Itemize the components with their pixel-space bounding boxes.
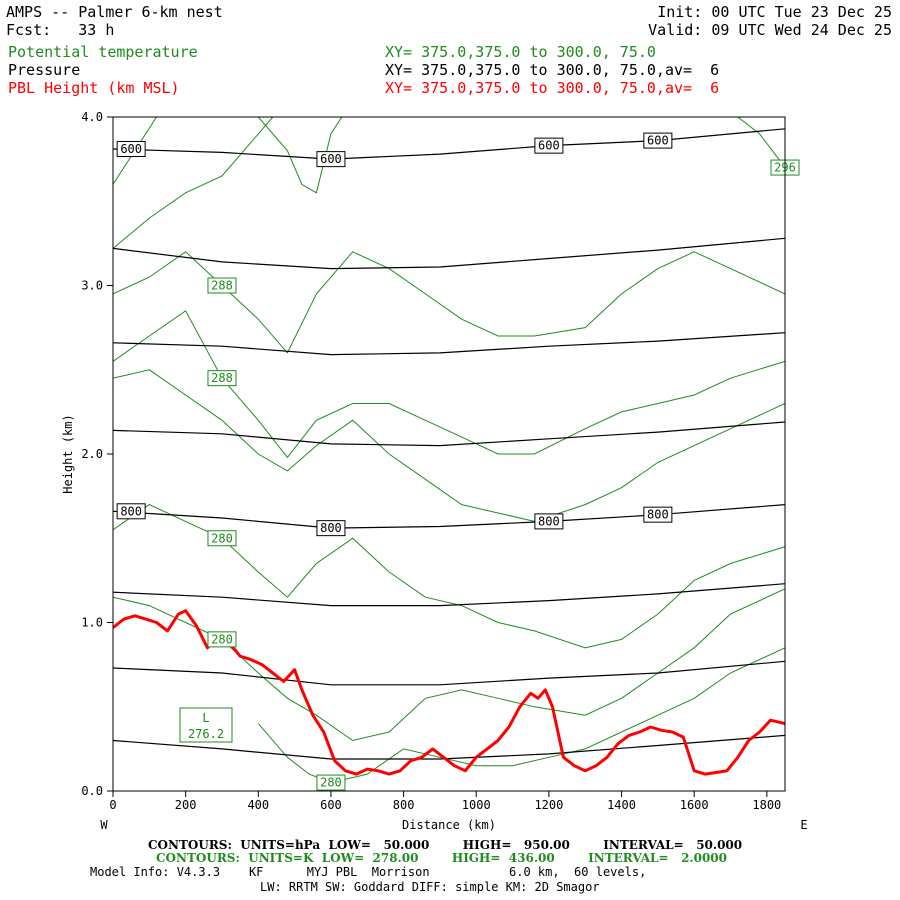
plot-frame xyxy=(112,116,786,792)
x-tick-label: 1400 xyxy=(607,798,636,812)
x-tick-label: 600 xyxy=(320,798,342,812)
footer-contours-pressure: CONTOURS: UNITS=hPa LOW= 50.000 HIGH= 95… xyxy=(148,838,743,852)
x-tick-label: 800 xyxy=(393,798,415,812)
field-xy-pressure: XY= 375.0,375.0 to 300.0, 75.0,av= 6 xyxy=(385,61,720,79)
low-marker-letter: L xyxy=(202,711,209,725)
east-label: E xyxy=(800,818,807,832)
footer-physics-info: LW: RRTM SW: Goddard DIFF: simple KM: 2D… xyxy=(260,880,600,894)
axes: 0 200 400 600 800 1000 1200 1400 1600 1800 0.0 1.0 2… xyxy=(81,110,781,812)
theta-contour xyxy=(113,369,785,522)
x-tick-label: 1600 xyxy=(680,798,709,812)
field-xy-theta: XY= 375.0,375.0 to 300.0, 75.0 xyxy=(385,43,656,61)
theta-contour xyxy=(113,117,274,249)
footer-model-info: Model Info: V4.3.3 KF MYJ PBL Morrison 6… xyxy=(90,865,647,879)
low-marker: L 276.2 xyxy=(179,707,233,743)
pressure-contour xyxy=(113,421,785,447)
init-time: Init: 00 UTC Tue 23 Dec 25 xyxy=(657,3,892,21)
pressure-contour xyxy=(113,504,785,529)
pressure-contour-label: 800 xyxy=(320,521,342,535)
x-tick-label: 1800 xyxy=(752,798,781,812)
field-label-pressure: Pressure xyxy=(8,61,81,79)
theta-contour-label: 280 xyxy=(211,632,233,646)
pressure-contour xyxy=(113,583,785,607)
x-tick-label: 400 xyxy=(247,798,269,812)
y-tick-label: 4.0 xyxy=(81,110,103,124)
pressure-contour-label-box xyxy=(116,503,146,520)
theta-contour-label-box xyxy=(207,631,237,648)
y-tick-label: 0.0 xyxy=(81,784,103,798)
theta-contour-label-box xyxy=(207,370,237,387)
x-tick-label: 1000 xyxy=(462,798,491,812)
low-marker-value: 276.2 xyxy=(188,727,224,741)
pressure-contour-label-box xyxy=(316,520,346,537)
pressure-contour-label-box xyxy=(116,141,146,158)
theta-contour-label: 280 xyxy=(320,776,342,790)
pressure-contour xyxy=(113,660,785,686)
y-tick-label: 2.0 xyxy=(81,447,103,461)
pressure-contour xyxy=(113,128,785,160)
pressure-contour-label-box xyxy=(534,137,564,154)
valid-time: Valid: 09 UTC Wed 24 Dec 25 xyxy=(648,21,892,39)
pressure-contour-label: 600 xyxy=(320,152,342,166)
theta-contour-label: 288 xyxy=(211,371,233,385)
pressure-contour xyxy=(113,237,785,270)
y-tick-label: 3.0 xyxy=(81,279,103,293)
theta-contour-label-box xyxy=(207,277,237,294)
app-title: AMPS -- Palmer 6-km nest xyxy=(6,3,223,21)
theta-contour xyxy=(257,117,343,194)
x-tick-label: 200 xyxy=(175,798,197,812)
x-tick-label: 0 xyxy=(109,798,116,812)
pressure-contour xyxy=(113,734,785,760)
theta-contour-label-box xyxy=(316,774,346,791)
pressure-contour-label-box xyxy=(316,151,346,168)
theta-contour-label: 288 xyxy=(211,279,233,293)
theta-contours xyxy=(113,117,785,784)
pressure-contour-label-box xyxy=(643,132,673,149)
pressure-contour-label: 600 xyxy=(647,134,669,148)
pressure-contour-label: 600 xyxy=(120,142,142,156)
pressure-contour xyxy=(113,332,785,356)
forecast-hour: Fcst: 33 h xyxy=(6,21,115,39)
theta-contour xyxy=(737,117,785,168)
field-xy-pbl: XY= 375.0,375.0 to 300.0, 75.0,av= 6 xyxy=(385,79,720,97)
pressure-contour-label: 800 xyxy=(647,508,669,522)
footer-contours-theta: CONTOURS: UNITS=K LOW= 278.00 HIGH= 436.… xyxy=(156,851,727,865)
west-label: W xyxy=(100,818,108,832)
theta-contour-label: 280 xyxy=(211,531,233,545)
y-tick-label: 1.0 xyxy=(81,616,103,630)
pressure-contour-label: 600 xyxy=(538,139,560,153)
y-axis-label: Height (km) xyxy=(61,414,75,493)
field-label-theta: Potential temperature xyxy=(8,43,198,61)
pressure-contour-label: 800 xyxy=(120,504,142,518)
pressure-contour-label: 800 xyxy=(538,514,560,528)
pressure-contour-label-box xyxy=(534,513,564,530)
field-label-pbl: PBL Height (km MSL) xyxy=(8,79,180,97)
theta-contour-label-box xyxy=(207,530,237,547)
low-marker-box xyxy=(179,707,233,743)
x-tick-label: 1200 xyxy=(534,798,563,812)
x-axis-label: Distance (km) xyxy=(402,818,496,832)
pressure-contours xyxy=(113,128,785,760)
theta-contour xyxy=(113,251,785,354)
pressure-contour-label-box xyxy=(643,506,673,523)
